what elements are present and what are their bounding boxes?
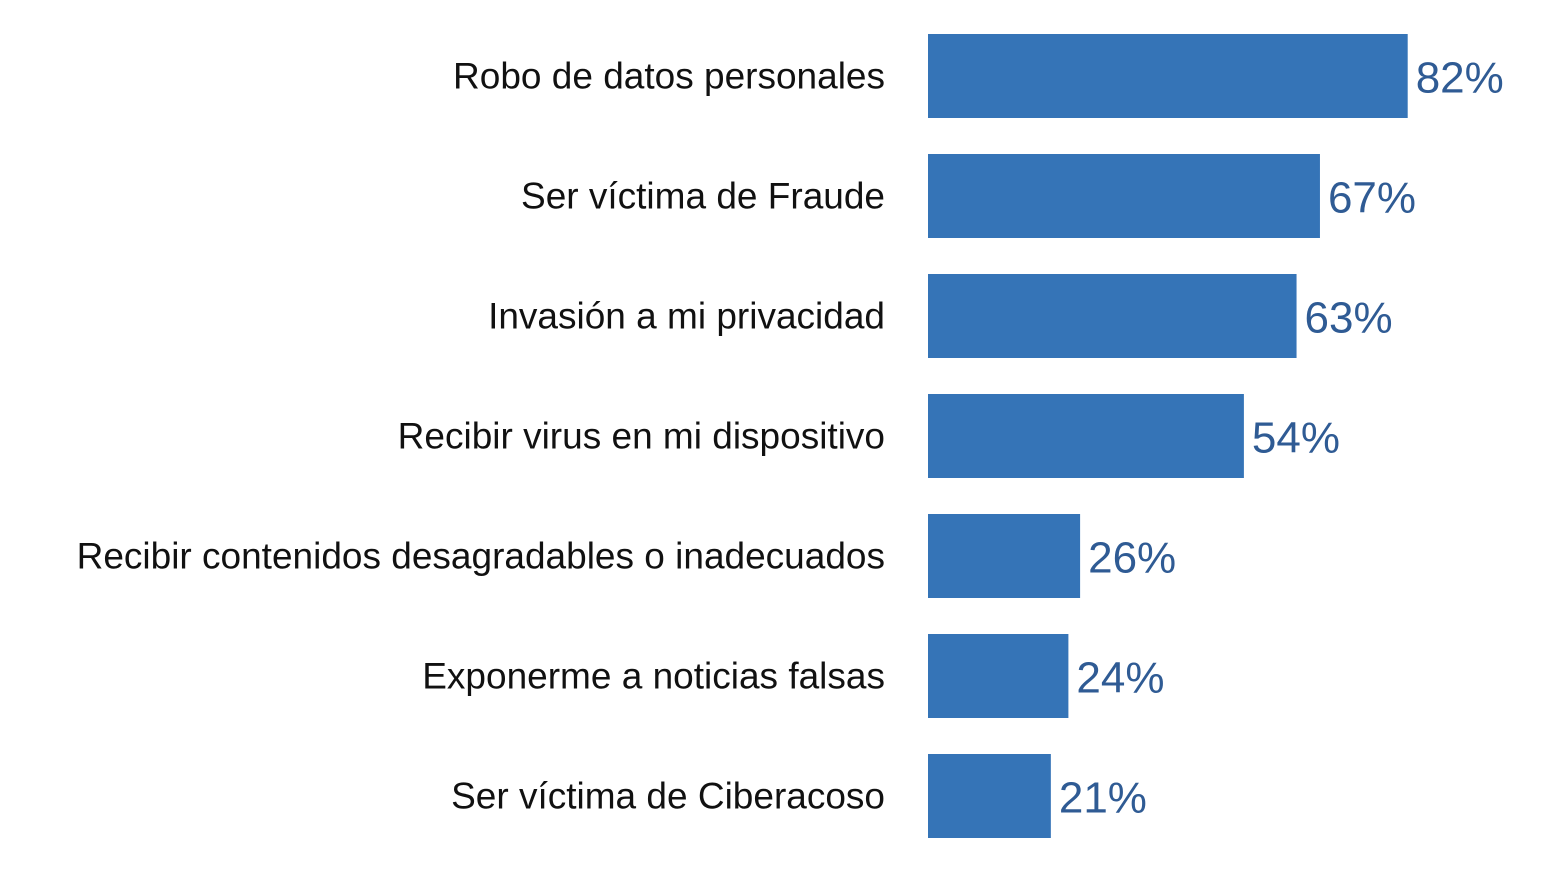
category-label: Ser víctima de Fraude [521,176,885,217]
bar [928,754,1051,838]
value-label: 67% [1328,174,1416,223]
value-label: 63% [1305,294,1393,343]
value-label: 24% [1076,654,1164,703]
value-label: 21% [1059,774,1147,823]
category-label: Ser víctima de Ciberacoso [451,776,885,817]
bars: Robo de datos personales 82% Ser víctima d… [77,34,1504,838]
category-label: Invasión a mi privacidad [488,296,885,337]
bar [928,274,1297,358]
category-label: Recibir contenidos desagradables o inade… [77,536,885,577]
bar [928,154,1320,238]
bar [928,394,1244,478]
category-label: Exponerme a noticias falsas [422,656,885,697]
bar [928,634,1069,718]
value-label: 82% [1416,54,1504,103]
category-label: Recibir virus en mi dispositivo [398,416,885,457]
bar [928,34,1408,118]
category-label: Robo de datos personales [453,56,885,97]
value-label: 26% [1088,534,1176,583]
value-label: 54% [1252,414,1340,463]
bar [928,514,1081,598]
